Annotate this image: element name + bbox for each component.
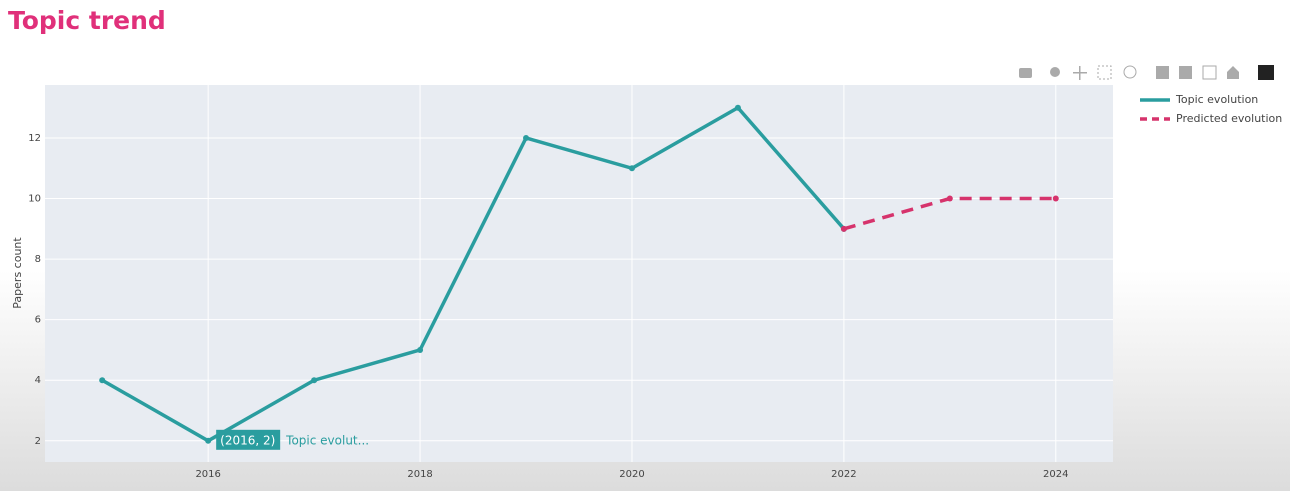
y-tick-label: 10 [28, 194, 41, 205]
x-tick-label: 2020 [619, 469, 644, 480]
x-tick-label: 2024 [1043, 469, 1068, 480]
legend-label: Topic evolution [1175, 93, 1258, 106]
point [840, 225, 847, 232]
y-tick-label: 6 [35, 315, 41, 326]
tooltip-box [216, 429, 281, 450]
y-tick-label: 2 [35, 436, 41, 447]
y-axis-label: Papers count [11, 237, 24, 309]
point [205, 437, 212, 444]
tooltip-label: (2016, 2) [220, 433, 275, 447]
page-title: Topic trend [8, 6, 166, 35]
legend-label: Predicted evolution [1176, 112, 1282, 125]
y-tick-label: 4 [35, 375, 41, 386]
point [1052, 195, 1059, 202]
point [628, 165, 635, 172]
point [311, 377, 318, 384]
tooltip-name: Topic evolut... [285, 433, 369, 447]
x-tick-label: 2018 [407, 469, 432, 480]
plot-area [45, 85, 1113, 462]
x-tick-label: 2016 [195, 469, 220, 480]
modebar[interactable] [1019, 65, 1274, 80]
point [734, 104, 741, 111]
point [417, 346, 424, 353]
y-tick-label: 12 [28, 133, 41, 144]
point [523, 134, 530, 141]
x-tick-label: 2022 [831, 469, 856, 480]
y-tick-label: 8 [35, 254, 41, 265]
point [99, 377, 106, 384]
point [946, 195, 953, 202]
